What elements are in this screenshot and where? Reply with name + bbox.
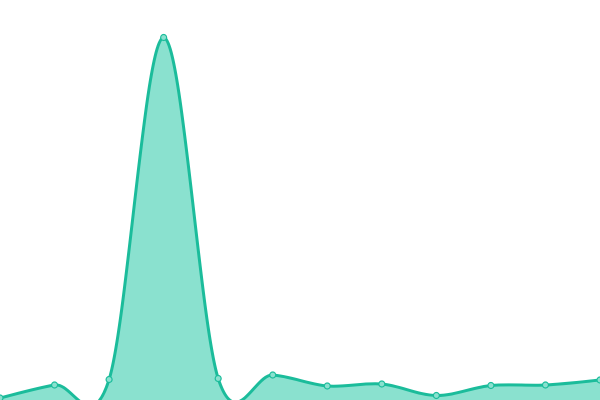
data-point-3 xyxy=(160,33,168,42)
data-point-2 xyxy=(105,375,113,384)
area-fill xyxy=(0,37,600,400)
data-point-0 xyxy=(0,394,4,400)
data-point-4 xyxy=(214,374,222,383)
data-markers xyxy=(0,33,600,400)
data-point-9 xyxy=(487,381,495,390)
data-point-10 xyxy=(541,381,550,389)
data-point-1 xyxy=(50,381,59,389)
data-point-8 xyxy=(432,391,440,400)
series-line xyxy=(0,35,600,400)
data-point-11 xyxy=(596,376,600,384)
data-point-5 xyxy=(269,371,277,379)
data-point-6 xyxy=(323,382,331,390)
data-point-7 xyxy=(378,380,386,388)
